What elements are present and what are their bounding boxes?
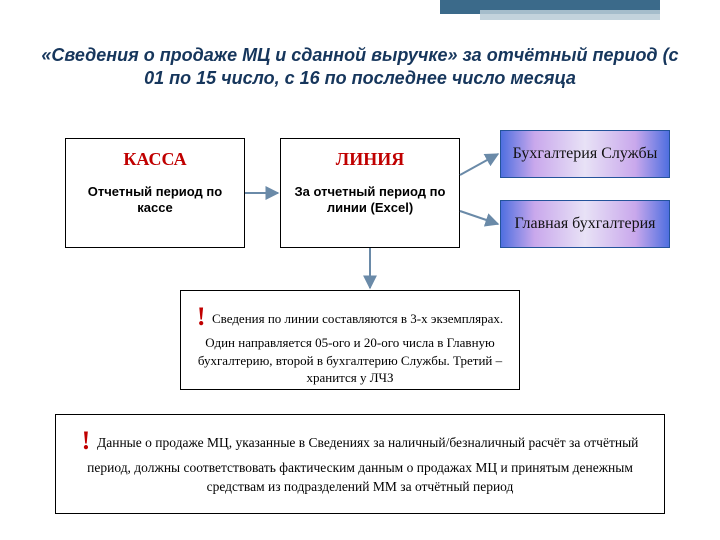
note-middle-text: Сведения по линии составляются в 3-х экз…: [198, 311, 503, 385]
liniya-box: ЛИНИЯ За отчетный период по линии (Excel…: [280, 138, 460, 248]
dest-accounting-service-label: Бухгалтерия Службы: [513, 145, 658, 163]
liniya-subtitle: За отчетный период по линии (Excel): [287, 184, 453, 217]
page-title: «Сведения о продаже МЦ и сданной выручке…: [40, 44, 680, 91]
note-bottom-text: Данные о продаже МЦ, указанные в Сведени…: [87, 435, 638, 494]
dest-accounting-service: Бухгалтерия Службы: [500, 130, 670, 178]
note-bottom: ! Данные о продаже МЦ, указанные в Сведе…: [55, 414, 665, 514]
kassa-box: КАССА Отчетный период по кассе: [65, 138, 245, 248]
dest-main-accounting: Главная бухгалтерия: [500, 200, 670, 248]
liniya-title: ЛИНИЯ: [287, 149, 453, 170]
dest-main-accounting-label: Главная бухгалтерия: [514, 215, 655, 233]
header-decoration: [440, 0, 660, 22]
kassa-title: КАССА: [72, 149, 238, 170]
kassa-subtitle: Отчетный период по кассе: [72, 184, 238, 217]
exclamation-icon: !: [197, 302, 206, 331]
note-middle: ! Сведения по линии составляются в 3-х э…: [180, 290, 520, 390]
exclamation-icon: !: [82, 426, 91, 455]
